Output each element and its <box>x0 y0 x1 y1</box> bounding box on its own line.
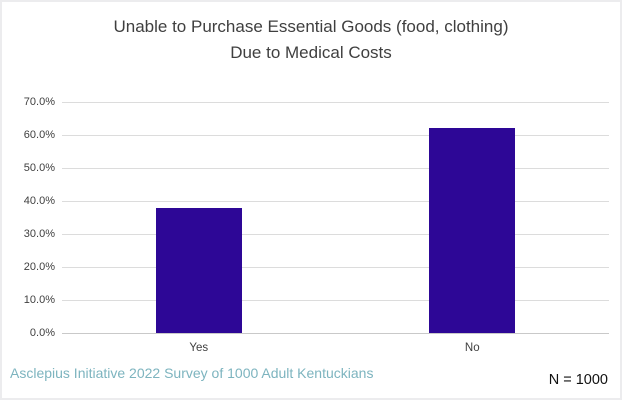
plot-area: 70.0% 60.0% 50.0% 40.0% 30.0% 20.0% 10.0% 0.0% Y… <box>24 96 609 354</box>
gridline <box>62 300 609 301</box>
bar-no <box>429 128 516 333</box>
source-note: Asclepius Initiative 2022 Survey of 1000… <box>10 365 374 381</box>
gridline <box>62 135 609 136</box>
y-tick-label: 10.0% <box>23 294 55 306</box>
y-tick-label: 30.0% <box>23 228 55 240</box>
gridline <box>62 234 609 235</box>
y-tick-label: 20.0% <box>23 261 55 273</box>
chart-title-line-1: Unable to Purchase Essential Goods (food… <box>113 17 509 36</box>
y-tick-label: 70.0% <box>23 96 55 108</box>
y-tick-label: 0.0% <box>29 327 55 339</box>
y-tick-label: 50.0% <box>23 162 55 174</box>
gridline <box>62 333 609 334</box>
gridline <box>62 102 609 103</box>
gridline <box>62 267 609 268</box>
gridline <box>62 201 609 202</box>
x-tick-label-yes: Yes <box>189 342 209 354</box>
y-tick-label: 60.0% <box>23 129 55 141</box>
chart-title: Unable to Purchase Essential Goods (food… <box>2 14 620 66</box>
chart-title-line-2: Due to Medical Costs <box>230 43 392 62</box>
y-tick-label: 40.0% <box>23 195 55 207</box>
gridline <box>62 168 609 169</box>
x-tick-label-no: No <box>464 342 480 354</box>
bar-yes <box>155 207 242 333</box>
sample-size-label: N = 1000 <box>548 372 608 388</box>
